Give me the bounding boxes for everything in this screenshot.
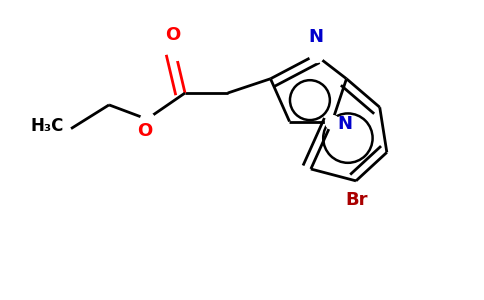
Text: O: O [137,122,152,140]
Text: Br: Br [346,191,368,209]
Text: H₃C: H₃C [30,117,64,135]
Text: O: O [166,26,181,44]
Text: N: N [337,115,352,133]
Text: N: N [308,28,323,46]
